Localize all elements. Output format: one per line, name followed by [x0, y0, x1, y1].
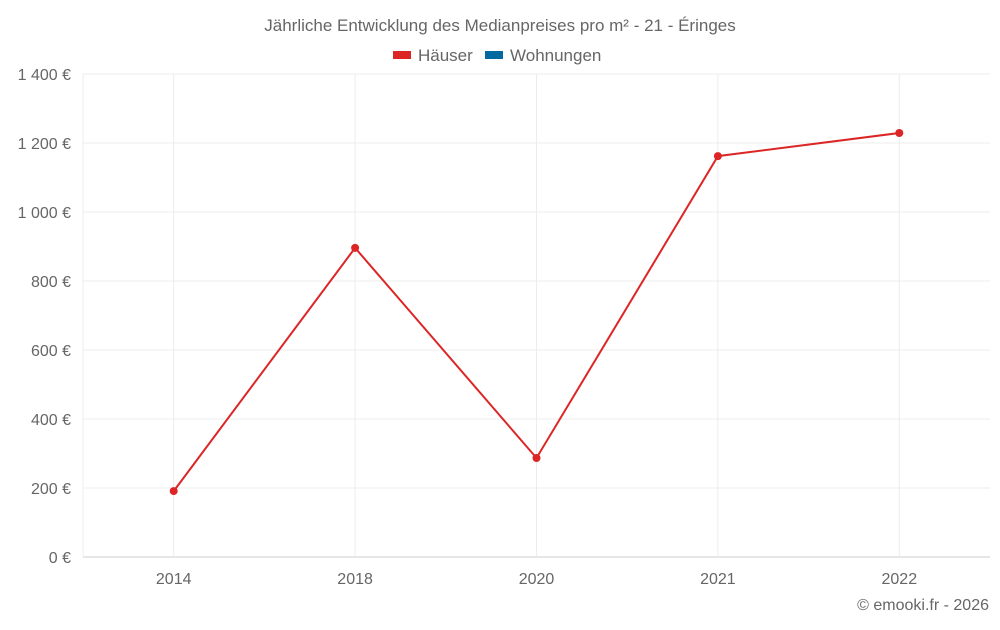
- y-tick-label: 400 €: [31, 412, 71, 429]
- y-tick-label: 1 200 €: [18, 136, 71, 153]
- x-tick-label: 2018: [337, 571, 373, 588]
- data-point: [895, 128, 904, 137]
- y-tick-label: 1 000 €: [18, 205, 71, 222]
- data-point: [713, 152, 722, 161]
- x-tick-label: 2014: [156, 571, 192, 588]
- legend-swatch-hauser: [393, 51, 411, 59]
- x-tick-label: 2022: [882, 571, 918, 588]
- x-tick-label: 2020: [519, 571, 555, 588]
- y-tick-label: 600 €: [31, 343, 71, 360]
- legend-label-wohnungen: Wohnungen: [510, 46, 601, 65]
- y-tick-label: 800 €: [31, 274, 71, 291]
- legend-item-hauser[interactable]: Häuser: [393, 46, 473, 65]
- data-point: [532, 453, 541, 462]
- data-point: [351, 243, 360, 252]
- x-tick-label: 2021: [700, 571, 736, 588]
- legend: Häuser Wohnungen: [393, 46, 601, 65]
- chart-title: Jährliche Entwicklung des Medianpreises …: [264, 16, 735, 35]
- credit: © emooki.fr - 2026: [857, 597, 989, 614]
- legend-label-hauser: Häuser: [418, 46, 473, 65]
- y-tick-label: 0 €: [49, 550, 71, 567]
- data-point: [169, 487, 178, 496]
- y-tick-label: 1 400 €: [18, 67, 71, 84]
- legend-item-wohnungen[interactable]: Wohnungen: [485, 46, 601, 65]
- legend-swatch-wohnungen: [485, 51, 503, 59]
- y-tick-label: 200 €: [31, 481, 71, 498]
